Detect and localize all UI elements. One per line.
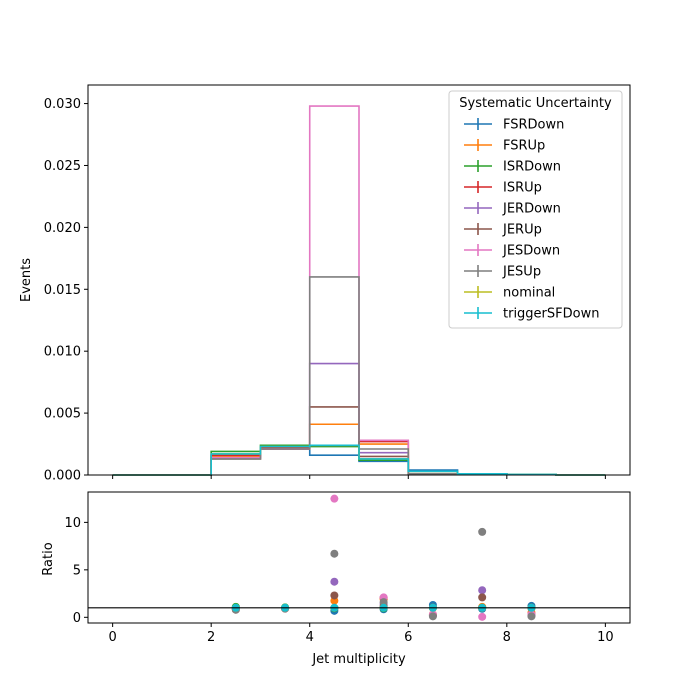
legend-entry-JESUp: JESUp <box>464 265 541 280</box>
x-tick-label: 10 <box>597 630 614 645</box>
legend-title: Systematic Uncertainty <box>459 96 612 111</box>
legend-label: FSRUp <box>503 139 545 154</box>
ratio-panel: 0 5 10 0 2 4 6 8 10 Ratio Jet multiplicity <box>41 491 631 667</box>
x-tick-label: 6 <box>404 630 412 645</box>
ratio-point-JERUp <box>478 593 487 602</box>
ratio-point-JESUp <box>379 598 388 607</box>
legend-label: triggerSFDown <box>503 307 599 322</box>
ratio-y-tick-label: 5 <box>73 563 81 578</box>
ratio-y-tick-label: 10 <box>64 516 81 531</box>
legend-entry-nominal: nominal <box>464 286 555 301</box>
legend-entry-JERDown: JERDown <box>464 202 561 217</box>
ratio-points-group <box>231 494 536 621</box>
ratio-point-JERDown <box>330 577 339 586</box>
y-tick-label: 0.000 <box>44 469 81 484</box>
legend-label: FSRDown <box>503 118 564 133</box>
x-tick-label: 2 <box>207 630 215 645</box>
ratio-point-JERUp <box>330 591 339 600</box>
legend-entry-ISRDown: ISRDown <box>464 160 561 175</box>
main-series-group <box>112 105 606 476</box>
legend: Systematic Uncertainty FSRDown FSRUp ISRDo… <box>448 90 623 329</box>
legend-entry-JERUp: JERUp <box>464 223 542 238</box>
x-tick-label: 8 <box>503 630 511 645</box>
y-tick-label: 0.005 <box>44 407 81 422</box>
main-y-ticks: 0.000 0.005 0.010 0.015 0.020 0.025 0.030 <box>44 97 88 484</box>
main-axes-frame <box>87 84 631 476</box>
legend-entry-triggerSFDown: triggerSFDown <box>464 307 599 322</box>
ratio-point-JESUp <box>478 527 487 536</box>
x-axis-label: Jet multiplicity <box>311 652 406 667</box>
y-tick-label: 0.030 <box>44 97 81 112</box>
ratio-y-ticks: 0 5 10 <box>64 516 88 626</box>
ratio-y-axis-label: Ratio <box>41 542 56 575</box>
legend-entry-JESDown: JESDown <box>464 244 560 259</box>
legend-label: JESDown <box>502 244 560 259</box>
legend-label: JESUp <box>502 265 541 280</box>
ratio-axes-frame <box>87 491 631 624</box>
ratio-x-ticks: 0 2 4 6 8 10 <box>108 623 614 645</box>
legend-entry-ISRUp: ISRUp <box>464 181 542 196</box>
ratio-point-JESDown <box>330 494 339 503</box>
series-line-triggerSFDown <box>112 444 606 476</box>
x-tick-label: 4 <box>306 630 314 645</box>
ratio-point-JESUp <box>428 612 437 621</box>
ratio-point-JESUp <box>527 612 536 621</box>
legend-label: ISRUp <box>503 181 542 196</box>
y-tick-label: 0.020 <box>44 221 81 236</box>
legend-label: nominal <box>503 286 555 301</box>
main-y-axis-label: Events <box>19 258 34 302</box>
y-tick-label: 0.025 <box>44 159 81 174</box>
main-panel: 0.000 0.005 0.010 0.015 0.020 0.025 0.030 Even… <box>19 84 631 484</box>
legend-entry-FSRUp: FSRUp <box>464 139 545 154</box>
legend-label: JERDown <box>502 202 561 217</box>
x-tick-label: 0 <box>108 630 116 645</box>
ratio-point-JESDown <box>478 612 487 621</box>
ratio-point-JESUp <box>330 549 339 558</box>
legend-items: FSRDown FSRUp ISRDown ISRUp JERDown JERUp JESD… <box>464 118 599 322</box>
ratio-point-JERDown <box>478 586 487 595</box>
legend-label: JERUp <box>502 223 542 238</box>
main-x-ticks <box>112 475 606 479</box>
ratio-y-tick-label: 0 <box>73 611 81 626</box>
y-tick-label: 0.010 <box>44 345 81 360</box>
legend-box <box>448 90 623 329</box>
legend-entry-FSRDown: FSRDown <box>464 118 564 133</box>
legend-label: ISRDown <box>503 160 561 175</box>
y-tick-label: 0.015 <box>44 283 81 298</box>
